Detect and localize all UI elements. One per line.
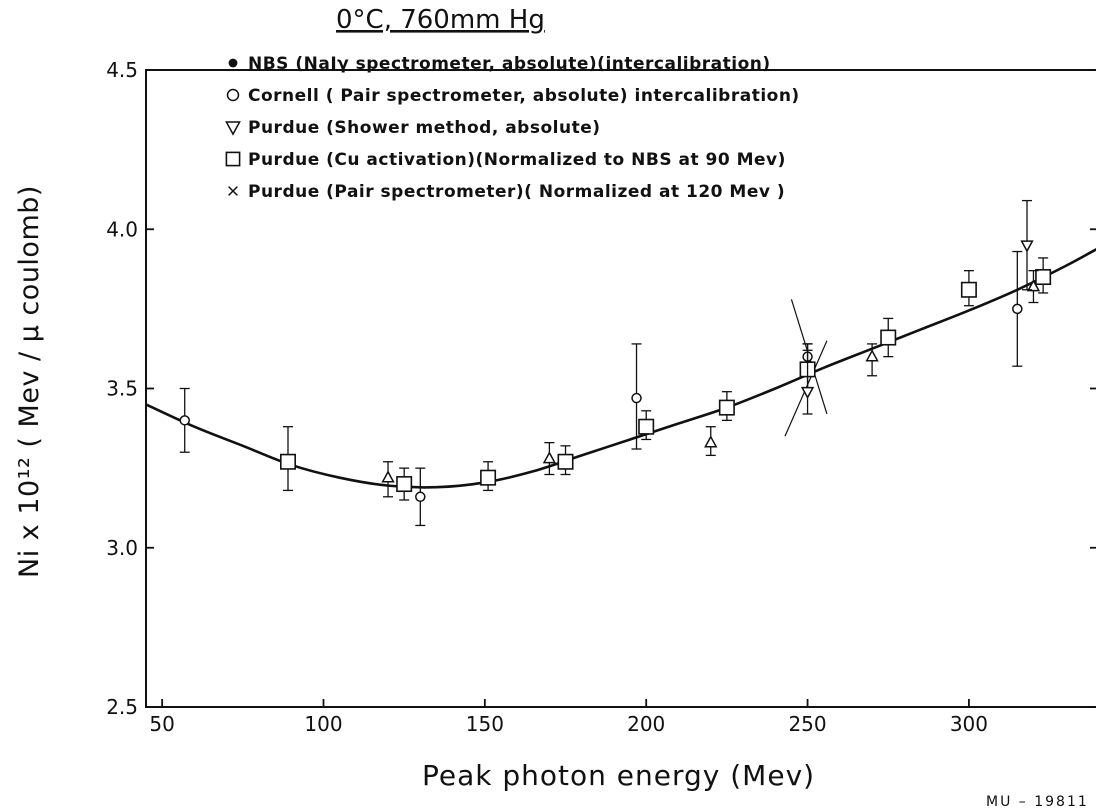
data-point [480, 461, 497, 492]
x-axis-label: Peak photon energy (Mev) [422, 759, 815, 792]
y-tick-label: 2.5 [106, 695, 138, 719]
fit-curve [145, 247, 1096, 489]
data-point [718, 391, 735, 422]
legend-entry: Purdue (Cu activation)(Normalized to NBS… [225, 150, 786, 170]
legend-label: Purdue (Shower method, absolute) [248, 118, 601, 138]
data-point [179, 387, 190, 453]
legend-marker-open-circle [226, 88, 240, 102]
point-marker-square [880, 329, 897, 346]
data-point [800, 343, 815, 415]
data-point [1020, 199, 1034, 291]
point-marker-open-circle [1012, 303, 1023, 315]
point-marker-open-circle [631, 392, 642, 404]
data-point [638, 410, 655, 441]
point-marker-open-circle [415, 491, 426, 503]
data-point [704, 426, 718, 457]
x-tick-label: 150 [466, 712, 504, 736]
point-marker-square [557, 453, 574, 470]
point-marker-triangle-up [542, 451, 557, 464]
point-marker-triangle-down [1020, 240, 1034, 253]
y-tick-label: 4.5 [106, 58, 138, 82]
data-point [381, 461, 395, 498]
x-tick-label: 300 [950, 712, 988, 736]
legend-label: Purdue (Cu activation)(Normalized to NBS… [248, 150, 786, 170]
legend-marker-cross [228, 186, 238, 196]
y-tick-label: 4.0 [106, 217, 138, 241]
chart-title: 0°C, 760mm Hg [336, 5, 545, 35]
point-marker-square [480, 469, 497, 486]
x-tick-label: 250 [788, 712, 826, 736]
data-point [1026, 270, 1041, 304]
point-marker-square [960, 281, 977, 298]
point-marker-square [1035, 269, 1052, 286]
data-points-layer [179, 199, 1052, 527]
data-point [415, 467, 426, 527]
data-point [865, 343, 879, 377]
point-marker-triangle-up [381, 470, 395, 483]
legend-entry: Cornell ( Pair spectrometer, absolute) i… [226, 86, 800, 106]
legend-marker-triangle-down [225, 121, 241, 136]
legend-entry: Purdue (Shower method, absolute) [225, 118, 601, 138]
x-tick-label: 100 [304, 712, 342, 736]
data-point [631, 343, 642, 450]
y-tick-label: 3.0 [106, 536, 138, 560]
data-point [880, 317, 897, 358]
point-marker-triangle-up [1026, 279, 1041, 292]
point-marker-triangle-down [800, 386, 815, 400]
y-tick-label: 3.5 [106, 377, 138, 401]
legend-entry: Purdue (Pair spectrometer)( Normalized a… [228, 182, 785, 202]
point-marker-square [638, 418, 655, 435]
data-point [1012, 250, 1023, 367]
x-tick-label: 200 [627, 712, 665, 736]
point-marker-square [396, 476, 413, 493]
x-tick-label: 50 [149, 712, 174, 736]
data-point [396, 467, 413, 501]
point-marker-triangle-up [865, 349, 879, 362]
y-axis-label: Ni x 10¹² ( Mev / μ coulomb) [14, 185, 45, 578]
legend-marker-filled-circle [228, 58, 238, 68]
axis-ticks: 50 100 150 200 250 300 2.5 3.0 3.5 4.0 4.5 [106, 58, 1096, 736]
data-point [1035, 257, 1052, 294]
data-point [279, 426, 296, 492]
data-point [557, 445, 574, 476]
data-point [542, 441, 557, 476]
figure-code: MU – 19811 [986, 794, 1089, 810]
point-marker-square [279, 453, 296, 470]
legend-marker-square [225, 151, 241, 167]
point-marker-square [718, 399, 735, 416]
point-marker-open-circle [179, 415, 190, 426]
point-marker-triangle-up [704, 435, 718, 448]
legend: NBS (NaIγ spectrometer, absolute)(interc… [225, 54, 800, 202]
legend-label: Purdue (Pair spectrometer)( Normalized a… [248, 182, 785, 202]
data-point [960, 270, 977, 307]
legend-label: Cornell ( Pair spectrometer, absolute) i… [248, 86, 800, 106]
